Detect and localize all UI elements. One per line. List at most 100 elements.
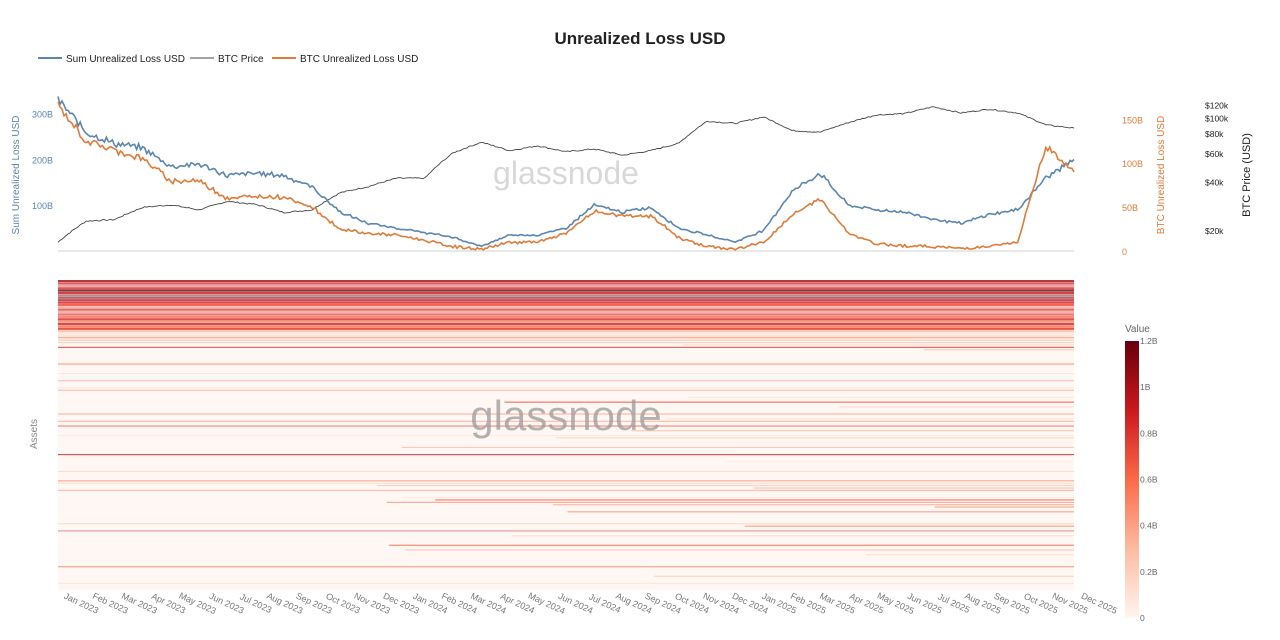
chart-title: Unrealized Loss USD xyxy=(555,29,726,48)
colorbar-title: Value xyxy=(1125,324,1150,335)
heatmap-row xyxy=(58,311,1074,314)
colorbar-gradient xyxy=(1125,341,1139,618)
legend-item-btc-price[interactable]: BTC Price xyxy=(190,54,264,65)
right-tick-label: 100B xyxy=(1122,159,1143,169)
left-axis-ticks: 100B 200B 300B xyxy=(32,110,53,212)
legend-label-sum: Sum Unrealized Loss USD xyxy=(66,54,185,65)
legend-label-btc-price: BTC Price xyxy=(218,54,264,65)
heatmap-y-axis-title: Assets xyxy=(29,419,40,449)
colorbar-ticks: 0 0.2B 0.4B 0.6B 0.8B 1B 1.2B xyxy=(1140,336,1158,623)
heatmap-row xyxy=(552,504,1074,506)
left-tick-label: 200B xyxy=(32,155,53,165)
colorbar-tick-label: 0.2B xyxy=(1140,567,1158,577)
price-tick-label: $80k xyxy=(1205,129,1224,139)
heatmap-row xyxy=(58,373,1074,375)
heatmap-row xyxy=(58,280,1074,283)
heatmap-row xyxy=(58,320,1074,323)
heatmap-row xyxy=(58,387,1074,389)
heatmap-row xyxy=(58,330,1074,333)
left-tick-label: 100B xyxy=(32,201,53,211)
heatmap-row xyxy=(567,511,1074,513)
heatmap-row xyxy=(58,313,1074,316)
heatmap-row xyxy=(58,337,1074,339)
heatmap-row xyxy=(58,454,1074,456)
heatmap-row xyxy=(58,315,1074,318)
heatmap-row xyxy=(386,501,1074,503)
watermark-heatmap: glassnode xyxy=(470,392,661,439)
price-axis-title: BTC Price (USD) xyxy=(1241,133,1253,217)
heatmap-row xyxy=(654,575,1074,577)
heatmap-row xyxy=(58,325,1074,328)
right-tick-label: 0 xyxy=(1122,247,1127,257)
heatmap-row xyxy=(683,344,1074,346)
right-tick-label: 50B xyxy=(1122,203,1138,213)
watermark-top: glassnode xyxy=(493,155,639,191)
legend-item-btc-unrealized-loss[interactable]: BTC Unrealized Loss USD xyxy=(272,54,418,65)
heatmap-row xyxy=(58,413,1074,415)
colorbar-tick-label: 0 xyxy=(1140,613,1145,623)
heatmap-row xyxy=(58,420,1074,422)
heatmap-row xyxy=(58,339,1074,341)
heatmap-row xyxy=(556,437,1074,439)
colorbar-tick-label: 1B xyxy=(1140,382,1151,392)
legend: Sum Unrealized Loss USD BTC Price BTC Un… xyxy=(38,54,418,65)
heatmap-row xyxy=(631,430,1074,432)
legend-label-btc-loss: BTC Unrealized Loss USD xyxy=(300,54,418,65)
heatmap-row xyxy=(377,485,1075,487)
heatmap-row xyxy=(866,554,1074,556)
heatmap-row xyxy=(58,523,1074,525)
heatmap-row xyxy=(504,401,1074,403)
heatmap-row xyxy=(58,342,1074,344)
right-axis-title: BTC Unrealized Loss USD xyxy=(1156,116,1167,234)
heatmap-row xyxy=(58,291,1074,295)
right-tick-label: 150B xyxy=(1122,115,1143,125)
colorbar: Value 0 0.2B 0.4B 0.6B 0.8B 1B 1.2B xyxy=(1125,324,1158,623)
heatmap-row xyxy=(58,287,1074,290)
heatmap-row xyxy=(839,406,1074,408)
price-tick-label: $20k xyxy=(1205,226,1224,236)
right-axis-ticks: 0 50B 100B 150B xyxy=(1122,115,1143,257)
heatmap-row xyxy=(401,446,1074,448)
heatmap-row xyxy=(58,389,1074,391)
heatmap-row xyxy=(744,525,1074,527)
heatmap-row xyxy=(389,544,1075,546)
line-panel: glassnode 100B 200B 300B 0 50B 100B 150B $20k… xyxy=(11,96,1253,257)
series-lines xyxy=(57,96,1075,251)
heatmap-row xyxy=(58,296,1074,299)
heatmap-row xyxy=(666,418,1074,420)
colorbar-tick-label: 1.2B xyxy=(1140,336,1158,346)
series-line-btc-unrealized-loss-usd xyxy=(57,101,1075,251)
heatmap-row xyxy=(402,497,1074,499)
heatmap-row xyxy=(405,549,1074,551)
heatmap-row xyxy=(58,332,1074,335)
series-line-sum-unrealized-loss-usd xyxy=(57,96,1075,248)
heatmap-row xyxy=(435,499,1074,501)
heatmap-row xyxy=(58,303,1074,306)
heatmap-row xyxy=(58,318,1074,321)
price-tick-label: $40k xyxy=(1205,177,1224,187)
heatmap-row xyxy=(934,506,1074,508)
heatmap-row xyxy=(688,396,1074,398)
heatmap-row xyxy=(58,308,1074,311)
legend-item-sum-unrealized-loss[interactable]: Sum Unrealized Loss USD xyxy=(38,54,185,65)
colorbar-tick-label: 0.4B xyxy=(1140,521,1158,531)
heatmap-row xyxy=(58,301,1074,304)
heatmap-row xyxy=(753,487,1074,489)
series-line-btc-price xyxy=(57,106,1075,243)
heatmap-row xyxy=(924,349,1074,351)
heatmap-row xyxy=(58,380,1074,382)
heatmap-row xyxy=(58,334,1074,337)
heatmap-row xyxy=(58,489,1074,491)
heatmap-row xyxy=(561,442,1074,444)
colorbar-tick-label: 0.8B xyxy=(1140,428,1158,438)
price-axis-ticks: $20k $40k $60k $80k $100k $120k xyxy=(1205,101,1229,236)
heatmap-rows xyxy=(58,280,1075,584)
heatmap-row xyxy=(58,482,1074,484)
heatmap-row xyxy=(58,582,1074,584)
heatmap-row xyxy=(58,425,1074,427)
colorbar-tick-label: 0.6B xyxy=(1140,475,1158,485)
heatmap-row xyxy=(58,289,1074,292)
heatmap-row xyxy=(58,306,1074,309)
